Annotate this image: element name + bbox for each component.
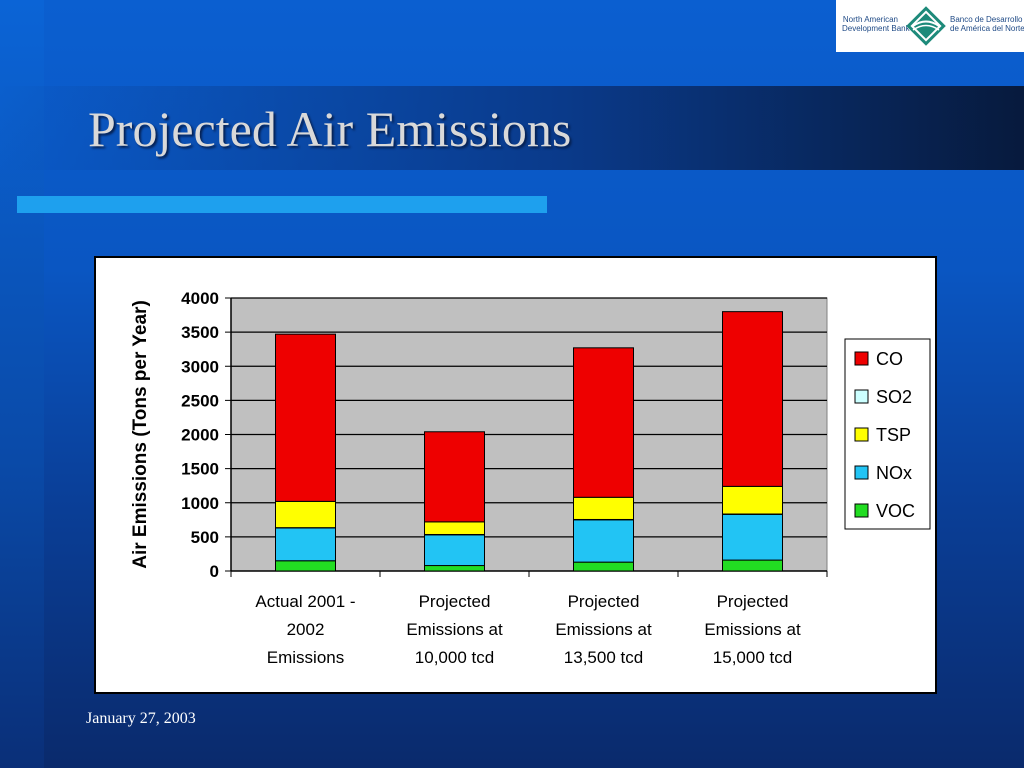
y-tick-label: 3500: [181, 323, 219, 342]
y-tick-label: 4000: [181, 289, 219, 308]
stacked-bar-chart: 0 500 1000 1500 2000 2500 3000 3500 4000 Actual 2…: [130, 289, 931, 667]
chart-panel: 0 500 1000 1500 2000 2500 3000 3500 4000 Actual 2…: [94, 256, 937, 694]
bank-logo: North American Development Bank Banco de…: [836, 0, 1024, 52]
legend-swatch-co: [854, 351, 869, 366]
logo-diamond-icon: [906, 6, 946, 46]
logo-text-line: de América del Norte: [950, 24, 1024, 33]
logo-text-line: North American: [842, 15, 898, 24]
bar-segment-tsp: [722, 485, 783, 515]
y-tick-label: 3000: [181, 357, 219, 376]
y-tick-label: 1000: [181, 494, 219, 513]
legend-label: NOx: [876, 463, 912, 483]
bar-segment-co: [722, 311, 783, 487]
bar-segment-nox: [424, 534, 485, 567]
x-tick-label: Emissions at: [704, 620, 801, 639]
bar-segment-voc: [275, 560, 336, 572]
title-band: [0, 86, 1024, 170]
bar-segment-co: [275, 333, 336, 502]
legend-label: VOC: [876, 501, 915, 521]
bar-segment-nox: [722, 513, 783, 561]
legend-label: SO2: [876, 387, 912, 407]
y-tick-label: 2500: [181, 391, 219, 410]
y-axis-title: Air Emissions (Tons per Year): [130, 300, 151, 569]
x-tick-label: Projected: [568, 592, 640, 611]
logo-text-line: Development Bank: [842, 24, 910, 33]
x-tick-label: 2002: [287, 620, 325, 639]
slide-date: January 27, 2003: [86, 710, 196, 727]
x-tick-label: 13,500 tcd: [564, 648, 643, 667]
x-tick-label: Projected: [419, 592, 491, 611]
legend-swatch-tsp: [854, 427, 869, 442]
legend-swatch-voc: [854, 503, 869, 518]
bar-segment-voc: [722, 559, 783, 572]
y-tick-label: 1500: [181, 460, 219, 479]
legend-label: CO: [876, 349, 903, 369]
y-tick-label: 2000: [181, 426, 219, 445]
x-tick-label: Actual 2001 -: [255, 592, 355, 611]
accent-bar: [17, 196, 547, 213]
x-tick-label: Emissions: [267, 648, 344, 667]
x-tick-label: Emissions at: [555, 620, 652, 639]
bar-segment-tsp: [573, 496, 634, 520]
x-tick-label: 10,000 tcd: [415, 648, 494, 667]
bar-segment-co: [424, 431, 485, 523]
x-tick-label: Emissions at: [406, 620, 503, 639]
legend-label: TSP: [876, 425, 911, 445]
legend-swatch-nox: [854, 465, 869, 480]
slide-title: Projected Air Emissions: [88, 101, 572, 157]
logo-text-english: North American Development Bank: [842, 15, 910, 33]
logo-text-spanish: Banco de Desarrollo de América del Norte: [950, 15, 1024, 33]
x-tick-label: 15,000 tcd: [713, 648, 792, 667]
logo-text-line: Banco de Desarrollo: [950, 15, 1023, 24]
bar-segment-nox: [573, 519, 634, 563]
bar-segment-tsp: [275, 500, 336, 529]
y-tick-label: 0: [210, 562, 219, 581]
x-tick-label: Projected: [717, 592, 789, 611]
legend-swatch-so2: [854, 389, 869, 404]
bar-segment-tsp: [424, 521, 485, 535]
bar-segment-co: [573, 347, 634, 498]
bar-segment-voc: [424, 565, 485, 572]
bar-segment-voc: [573, 561, 634, 572]
y-tick-label: 500: [191, 528, 219, 547]
bar-segment-nox: [275, 527, 336, 562]
